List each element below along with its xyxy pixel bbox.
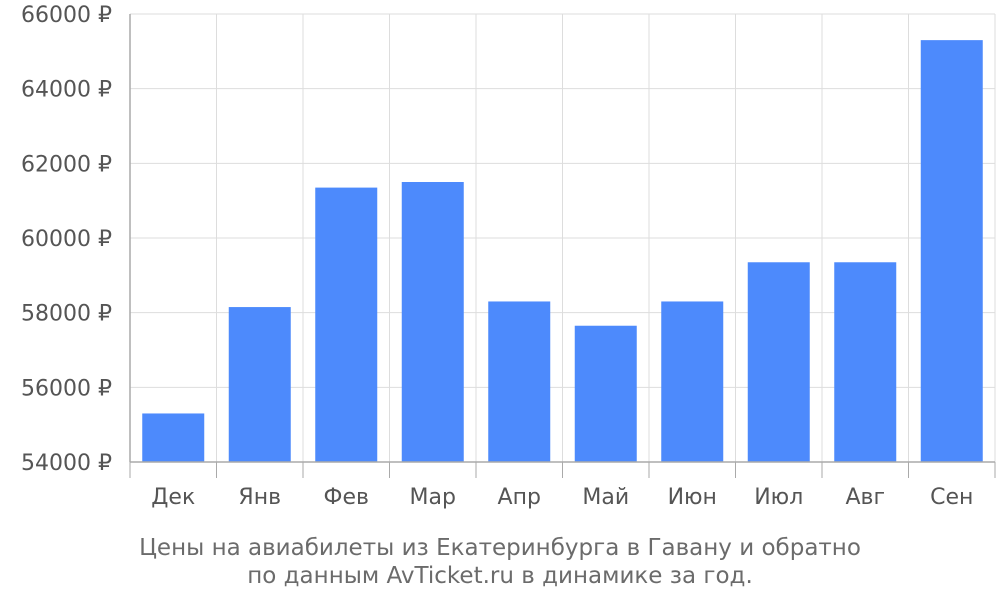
bar — [574, 325, 637, 462]
y-tick-label: 60000 ₽ — [21, 227, 112, 252]
bar — [142, 413, 205, 462]
x-tick-label: Авг — [845, 485, 885, 510]
bar — [228, 307, 291, 462]
x-tick-label: Июл — [754, 485, 803, 510]
x-tick-label: Сен — [930, 485, 973, 510]
x-tick-label: Июн — [668, 485, 717, 510]
y-tick-label: 66000 ₽ — [21, 3, 112, 28]
y-tick-label: 64000 ₽ — [21, 78, 112, 103]
bar — [488, 301, 551, 462]
x-tick-label: Фев — [324, 485, 369, 510]
x-tick-label: Мар — [410, 485, 456, 510]
bar-chart: 54000 ₽ 56000 ₽ 58000 ₽ 60000 ₽ 62000 ₽ 64000… — [21, 3, 996, 510]
x-tick-labels: Дек Янв Фев Мар Апр Май Июн Июл Авг Сен — [151, 485, 973, 510]
x-tick-label: Дек — [151, 485, 195, 510]
bar — [315, 187, 378, 462]
bar — [834, 262, 897, 462]
x-tick-label: Янв — [238, 485, 281, 510]
chart-caption-line-1: Цены на авиабилеты из Екатеринбурга в Га… — [139, 535, 861, 561]
y-tick-labels: 54000 ₽ 56000 ₽ 58000 ₽ 60000 ₽ 62000 ₽ 64000… — [21, 3, 112, 476]
bar — [747, 262, 810, 462]
axes — [129, 14, 996, 478]
chart-caption-line-2: по данным AvTicket.ru в динамике за год. — [247, 563, 753, 589]
y-tick-label: 56000 ₽ — [21, 376, 112, 401]
x-tick-label: Май — [582, 485, 629, 510]
x-tick-label: Апр — [498, 485, 541, 510]
y-tick-label: 62000 ₽ — [21, 152, 112, 177]
bars — [142, 40, 983, 463]
bar — [920, 40, 983, 463]
bar — [401, 182, 464, 462]
bar — [661, 301, 724, 462]
y-tick-label: 58000 ₽ — [21, 302, 112, 327]
y-tick-label: 54000 ₽ — [21, 451, 112, 476]
